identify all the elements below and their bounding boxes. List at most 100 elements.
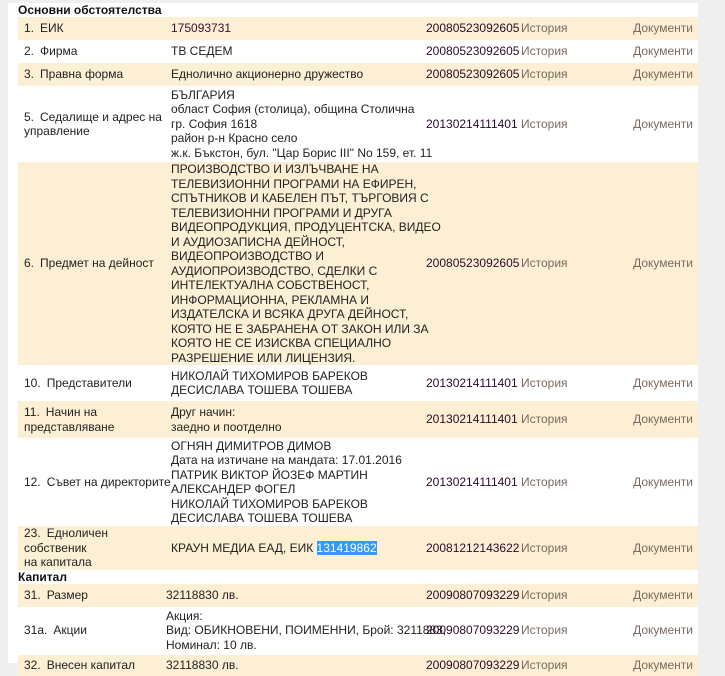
value-line: Еднолично акционерно дружество <box>171 67 364 82</box>
entry-date: 20130214111401 <box>426 375 518 390</box>
table-row: 6. Предмет на дейност ПРОИЗВОДСТВО И ИЗЛЪЧ… <box>18 162 698 365</box>
history-link[interactable]: История <box>521 67 568 82</box>
section-title: Основни обстоятелства <box>18 3 162 17</box>
value-line: АУДИОПРОИЗВОДСТВО, СДЕЛКИ С <box>171 263 378 278</box>
selected-eik[interactable]: 131419862 <box>316 540 377 555</box>
value-line: област София (столица), община Столична <box>171 102 415 117</box>
field-value: БЪЛГАРИЯ област София (столица), община С… <box>171 86 432 162</box>
value-line: НИКОЛАЙ ТИХОМИРОВ БАРЕКОВ <box>171 496 368 511</box>
history-link[interactable]: История <box>521 44 568 59</box>
entry-date: 20090807093229 <box>426 587 520 602</box>
history-link[interactable]: История <box>521 474 568 489</box>
field-number: 31. <box>24 587 41 602</box>
field-label: 5. Седалище и адрес на управление <box>18 86 171 162</box>
field-number: 12. <box>24 474 41 489</box>
entry-date: 20080523092605 <box>426 44 520 59</box>
history-link[interactable]: История <box>521 412 568 427</box>
value-line: 32118830 лв. <box>166 587 239 602</box>
value-line: НИКОЛАЙ ТИХОМИРОВ БАРЕКОВ <box>171 368 368 383</box>
history-link[interactable]: История <box>521 623 568 638</box>
value-line: ТЕЛЕВИЗИОННИ ПРОГРАМИ НА ЕФИРЕН, <box>171 176 417 191</box>
entry-date: 20090807093229 <box>426 657 520 672</box>
history-link[interactable]: История <box>521 657 568 672</box>
entry-date: 20081212143622 <box>426 540 520 555</box>
documents-link[interactable]: Документи <box>633 657 693 672</box>
value-line: И АУДИОЗАПИСНА ДЕЙНОСТ, <box>171 234 345 249</box>
field-value: 175093731 <box>171 17 426 40</box>
field-label-text: Едноличен собственик <box>24 526 108 555</box>
entry-date: 20080523092605 <box>426 21 520 36</box>
history-link[interactable]: История <box>521 375 568 390</box>
documents-link[interactable]: Документи <box>633 256 693 271</box>
value-line: ОГНЯН ДИМИТРОВ ДИМОВ <box>171 438 332 453</box>
field-number: 3. <box>24 67 35 82</box>
section-title: Капитал <box>18 569 67 584</box>
value-line: ИНФОРМАЦИОННА, РЕКЛАМНА И <box>171 292 369 307</box>
field-label: 31. Размер <box>18 584 166 607</box>
documents-link[interactable]: Документи <box>633 67 693 82</box>
field-label-text: представляване <box>24 419 115 434</box>
field-number: 1. <box>24 21 35 36</box>
company-record-panel: Основни обстоятелства 1. ЕИК 175093731 20080… <box>8 3 698 676</box>
value-line: ТВ СЕДЕМ <box>171 44 233 59</box>
value-line: БЪЛГАРИЯ <box>171 87 235 102</box>
value-line: гр. София 1618 <box>171 116 258 131</box>
history-link[interactable]: История <box>521 256 568 271</box>
field-label-text: Правна форма <box>40 67 124 82</box>
value-line: КОЯТО НЕ Е ЗАБРАНЕНА ОТ ЗАКОН ИЛИ ЗА <box>171 321 429 336</box>
entry-date: 20080523092605 <box>426 256 520 271</box>
documents-link[interactable]: Документи <box>633 21 693 36</box>
documents-link[interactable]: Документи <box>633 412 693 427</box>
value-line: 175093731 <box>171 21 232 36</box>
field-label: 31а. Акции <box>18 607 166 655</box>
value-line: Друг начин: <box>171 405 236 419</box>
history-link[interactable]: История <box>521 587 568 602</box>
value-line: ПРОИЗВОДСТВО И ИЗЛЪЧВАНЕ НА <box>171 162 379 176</box>
documents-link[interactable]: Документи <box>633 375 693 390</box>
table-row: 12. Съвет на директорите ОГНЯН ДИМИТРОВ ДИ… <box>18 438 698 526</box>
value-line: ж.к. Бъкстон, бул. "Цар Борис III" No 15… <box>171 145 433 160</box>
history-link[interactable]: История <box>521 21 568 36</box>
value-line: ТЕЛЕВИЗИОННИ ПРОГРАМИ И ДРУГА <box>171 205 392 220</box>
history-link[interactable]: История <box>521 116 568 131</box>
table-row: 11. Начин на представляване Друг начин: заед… <box>18 401 698 438</box>
field-label-text: Внесен капитал <box>46 657 136 672</box>
field-value: КРАУН МЕДИА ЕАД, ЕИК 131419862 <box>171 526 426 570</box>
field-value: 32118830 лв. <box>166 584 426 607</box>
value-line: 32118830 лв. <box>166 657 239 672</box>
value-line: район р-н Красно село <box>171 131 298 146</box>
value-line: ПАТРИК ВИКТОР ЙОЗЕФ МАРТИН <box>171 467 368 482</box>
field-label: 2. Фирма <box>18 40 171 63</box>
table-row: 32. Внесен капитал 32118830 лв. 20090807093… <box>18 654 698 676</box>
documents-link[interactable]: Документи <box>633 623 693 638</box>
field-label-text: управление <box>24 124 90 138</box>
documents-link[interactable]: Документи <box>633 474 693 489</box>
field-label-text: Съвет на директорите <box>46 474 171 489</box>
field-value: 32118830 лв. <box>166 655 426 676</box>
history-link[interactable]: История <box>521 540 568 555</box>
field-label: 10. Представители <box>18 365 171 401</box>
documents-link[interactable]: Документи <box>633 44 693 59</box>
field-value: НИКОЛАЙ ТИХОМИРОВ БАРЕКОВ ДЕСИСЛАВА ТОШЕВ… <box>171 365 426 401</box>
table-row: 23. Едноличен собственик на капитала КРАУН … <box>18 526 698 570</box>
table-row: 31. Размер 32118830 лв. 20090807093229 Истор… <box>18 583 698 607</box>
field-value: Друг начин: заедно и поотделно <box>171 401 426 438</box>
documents-link[interactable]: Документи <box>633 540 693 555</box>
field-value: Акция: Вид: ОБИКНОВЕНИ, ПОИМЕННИ, Брой: 3… <box>166 607 446 655</box>
value-line: РАЗРЕШЕНИЕ ИЛИ ЛИЦЕНЗИЯ. <box>171 350 356 365</box>
field-label: 12. Съвет на директорите <box>18 438 171 526</box>
table-row: 2. Фирма ТВ СЕДЕМ 20080523092605 История Доку… <box>18 40 698 63</box>
value-line: КРАУН МЕДИА ЕАД, ЕИК <box>171 540 317 555</box>
field-number: 5. <box>24 109 35 124</box>
field-label-text: Начин на <box>45 405 98 419</box>
entry-date: 20130214111401 <box>426 474 518 489</box>
field-label-text: Предмет на дейност <box>40 256 154 271</box>
field-number: 32. <box>24 657 41 672</box>
value-line: СПЪТНИКОВ И КАБЕЛЕН ПЪТ, ТЪРГОВИЯ С <box>171 191 429 205</box>
field-number: 11. <box>24 405 40 419</box>
value-line: ИНТЕЛЕКТУАЛНА СОБСТВЕНОСТ, <box>171 278 370 292</box>
field-value: Еднолично акционерно дружество <box>171 63 426 86</box>
value-line: АЛЕКСАНДЕР ФОГЕЛ <box>171 482 296 496</box>
documents-link[interactable]: Документи <box>633 587 693 602</box>
documents-link[interactable]: Документи <box>633 116 693 131</box>
